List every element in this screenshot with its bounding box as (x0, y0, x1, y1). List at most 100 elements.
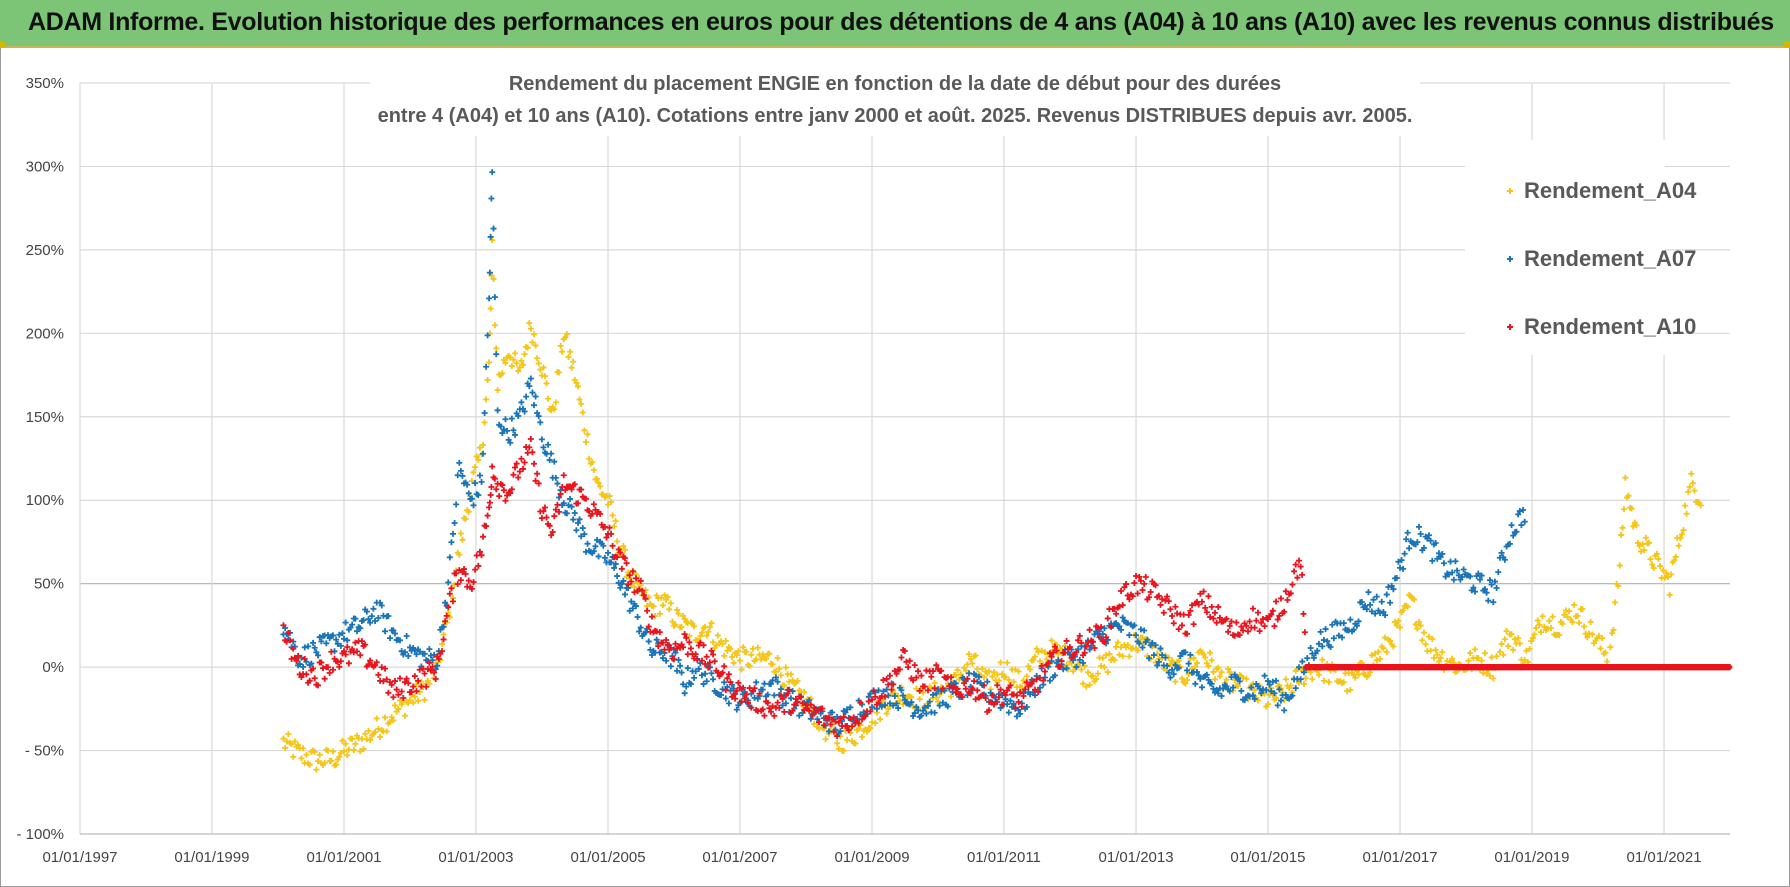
data-point (806, 707, 813, 714)
data-point (1154, 650, 1161, 657)
data-point (1036, 674, 1043, 681)
data-point (357, 748, 364, 755)
data-point (990, 669, 997, 676)
data-point (756, 690, 763, 697)
data-point (1056, 664, 1063, 671)
data-point (691, 674, 698, 681)
data-point (1610, 627, 1617, 634)
data-point (1220, 685, 1227, 692)
data-point (1165, 669, 1172, 676)
data-point (1266, 681, 1273, 688)
data-point (321, 759, 328, 766)
data-point (519, 465, 526, 472)
data-point (1314, 647, 1321, 654)
data-point (382, 665, 389, 672)
data-point (1300, 680, 1307, 687)
data-point (674, 606, 681, 613)
data-point (1236, 678, 1243, 685)
data-point (939, 699, 946, 706)
data-point (1035, 688, 1042, 695)
data-point (1282, 676, 1289, 683)
data-point (449, 598, 456, 605)
data-point (1124, 620, 1131, 627)
data-point (888, 686, 895, 693)
data-point (1467, 650, 1474, 657)
data-point (1012, 666, 1019, 673)
data-point (618, 580, 625, 587)
data-point (365, 727, 372, 734)
data-point (814, 706, 821, 713)
data-point (916, 687, 923, 694)
data-point (1604, 658, 1611, 665)
data-point (620, 543, 627, 550)
data-point (478, 478, 485, 485)
x-tick-label: 01/01/2021 (1627, 849, 1702, 866)
data-point (1050, 649, 1057, 656)
data-point (634, 579, 641, 586)
data-point (915, 668, 922, 675)
data-point (345, 660, 352, 667)
data-point (740, 644, 747, 651)
data-point (700, 642, 707, 649)
data-point (1422, 641, 1429, 648)
data-point (681, 615, 688, 622)
data-point (481, 410, 488, 417)
data-point (432, 675, 439, 682)
data-point (782, 664, 789, 671)
data-point (1038, 662, 1045, 669)
report-banner: ADAM Informe. Evolution historique des p… (0, 0, 1790, 48)
data-point (329, 632, 336, 639)
data-point (1167, 674, 1174, 681)
data-point (592, 543, 599, 550)
data-point (1060, 666, 1067, 673)
data-point (880, 688, 887, 695)
data-point (1017, 689, 1024, 696)
data-point (311, 675, 318, 682)
data-point (1032, 686, 1038, 693)
data-point (961, 680, 968, 687)
data-point (1033, 676, 1040, 683)
data-point (825, 714, 832, 721)
data-point (1483, 589, 1490, 596)
data-point (1081, 649, 1088, 656)
data-point (1449, 569, 1456, 576)
data-point (480, 533, 487, 540)
data-point (933, 662, 940, 669)
data-point (997, 659, 1004, 666)
data-point (1541, 623, 1548, 630)
data-point (1368, 608, 1375, 615)
data-point (1212, 676, 1218, 683)
data-point (301, 656, 308, 663)
data-point (1329, 621, 1336, 628)
data-point (819, 705, 826, 712)
data-point (1010, 700, 1017, 707)
data-point (392, 630, 399, 637)
data-point (840, 714, 847, 721)
data-point (1417, 531, 1424, 538)
data-point (593, 475, 600, 482)
data-point (385, 689, 392, 696)
data-point (456, 551, 463, 558)
data-point (1035, 648, 1042, 655)
data-point (975, 673, 982, 680)
data-point (435, 656, 442, 663)
data-point (840, 747, 847, 754)
data-point (515, 412, 522, 419)
data-point (738, 666, 745, 673)
data-point (529, 449, 536, 456)
data-point (549, 529, 556, 536)
x-tick-label: 01/01/2019 (1494, 849, 1569, 866)
data-point (341, 748, 348, 755)
data-point (608, 559, 615, 566)
x-tick-label: 01/01/2015 (1230, 849, 1305, 866)
data-point (1195, 672, 1202, 679)
data-point (1106, 650, 1113, 657)
data-point (560, 500, 567, 507)
data-point (730, 691, 737, 698)
x-tick-label: 01/01/1999 (174, 849, 249, 866)
data-point (1663, 570, 1670, 577)
data-point (337, 749, 344, 756)
data-point (288, 655, 295, 662)
data-point (972, 672, 979, 679)
data-point (451, 519, 458, 526)
